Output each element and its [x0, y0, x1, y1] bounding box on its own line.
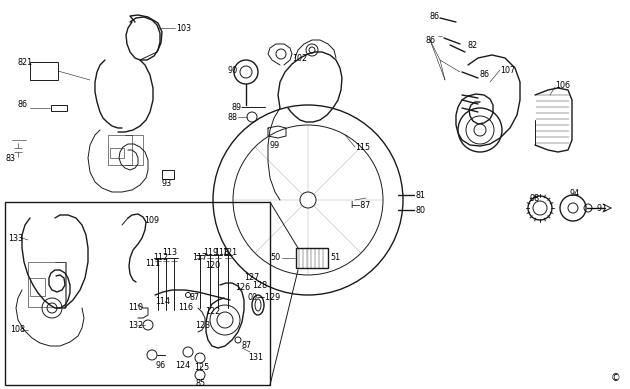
Text: 114: 114	[155, 298, 170, 307]
Text: 108: 108	[10, 326, 25, 335]
Text: 102: 102	[292, 54, 307, 63]
Text: 113: 113	[162, 247, 177, 256]
Text: 96: 96	[155, 361, 165, 370]
Text: 89—: 89—	[232, 102, 250, 112]
Bar	[108, 135, 143, 165]
Text: 87: 87	[242, 340, 252, 349]
Text: 111: 111	[145, 259, 160, 268]
Text: 132: 132	[128, 321, 143, 329]
Text: 117: 117	[192, 254, 207, 263]
Text: 87: 87	[190, 293, 200, 303]
Text: 125: 125	[194, 363, 209, 373]
Bar	[162, 170, 174, 179]
Text: —91: —91	[590, 203, 608, 212]
Text: 50: 50	[270, 254, 280, 263]
Bar	[51, 105, 67, 111]
Text: 124: 124	[175, 361, 190, 370]
Text: 107: 107	[500, 65, 515, 75]
Bar	[296, 248, 328, 268]
Text: 86: 86	[425, 35, 435, 44]
Text: 83: 83	[5, 154, 15, 163]
Bar	[30, 62, 58, 80]
Text: 126: 126	[235, 284, 250, 293]
Text: 110: 110	[128, 303, 143, 312]
Bar	[5, 202, 270, 385]
Text: 116: 116	[178, 303, 193, 312]
Text: ©: ©	[610, 373, 620, 383]
Text: 131: 131	[248, 354, 263, 363]
Text: 115: 115	[355, 142, 370, 151]
Text: 86: 86	[430, 12, 440, 21]
Text: 103: 103	[176, 23, 191, 33]
Text: 123: 123	[195, 321, 210, 329]
Text: 99: 99	[270, 140, 280, 149]
Text: 93: 93	[162, 179, 172, 187]
Text: 85: 85	[196, 378, 206, 387]
Text: I—87: I—87	[350, 200, 370, 210]
Text: 82: 82	[468, 40, 478, 49]
Text: 86: 86	[480, 70, 490, 79]
Text: 118: 118	[214, 247, 229, 256]
Text: 51: 51	[330, 254, 340, 263]
Bar	[28, 262, 66, 307]
Text: 133: 133	[8, 233, 23, 242]
Text: 821: 821	[18, 58, 33, 67]
Bar	[110, 148, 124, 158]
Text: 119: 119	[203, 247, 218, 256]
Text: 00—129: 00—129	[248, 293, 281, 303]
Text: 120: 120	[205, 261, 220, 270]
Text: 81: 81	[416, 191, 426, 200]
Text: 106: 106	[555, 81, 570, 89]
Bar	[30, 278, 45, 296]
Text: 86: 86	[18, 100, 28, 109]
Text: 98: 98	[530, 193, 540, 203]
Text: 127: 127	[244, 273, 260, 282]
Text: 122: 122	[205, 307, 220, 317]
Text: 90: 90	[228, 65, 238, 75]
Text: 88: 88	[228, 112, 238, 121]
Text: 112: 112	[153, 254, 168, 263]
Text: 128: 128	[252, 280, 267, 289]
Text: 121: 121	[222, 247, 237, 256]
Text: 80: 80	[416, 205, 426, 214]
Text: 109: 109	[144, 216, 159, 224]
Text: 94: 94	[570, 189, 580, 198]
